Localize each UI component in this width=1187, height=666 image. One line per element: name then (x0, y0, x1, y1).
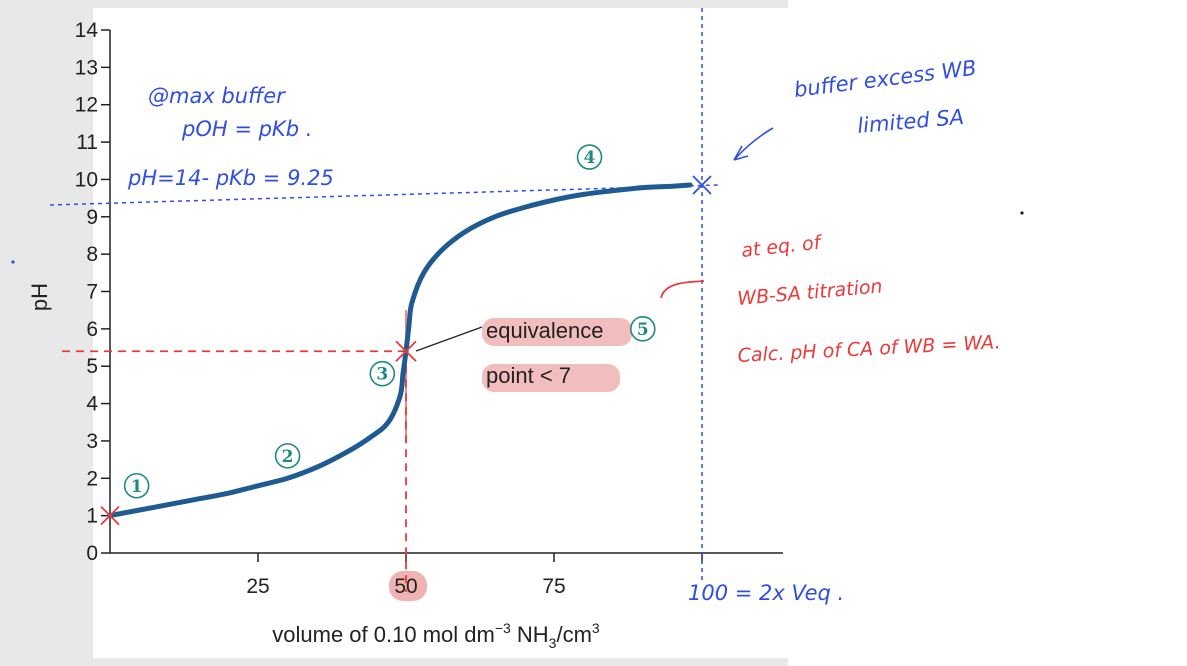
stage-marker-5: 5 (637, 320, 649, 340)
plot-area-panel (93, 8, 788, 658)
y-tick-label: 1 (86, 505, 98, 528)
x-axis-title-tail: NH (511, 622, 549, 647)
highlight-50 (389, 571, 427, 601)
note-arrow-blue (733, 127, 774, 161)
y-tick-label: 7 (86, 281, 98, 304)
cross-markers (100, 175, 712, 526)
stage-marker-circle (629, 316, 656, 342)
y-tick-label: 9 (86, 206, 98, 229)
stage-marker-circle (576, 144, 603, 170)
stage-markers: 1 2 3 4 5 (123, 144, 656, 499)
highlight-equivalence (482, 318, 632, 346)
x-axis-title-unit-sup: 3 (592, 620, 600, 636)
y-tick-label: 13 (75, 56, 98, 79)
x-axis-title: volume of 0.10 mol dm−3 NH3/cm3 (272, 620, 600, 651)
stage-marker-4: 4 (584, 148, 596, 168)
y-axis-title: pH (27, 283, 52, 311)
x-axis-title-unit: /cm (556, 622, 591, 647)
equivalence-label-line1: equivalence (486, 318, 603, 343)
note-2veq: 100 = 2x Veq . (688, 581, 844, 605)
x-axis-title-main: volume of 0.10 mol dm (272, 622, 495, 647)
y-tick-label: 4 (86, 393, 98, 416)
note-ph-925: pH=14- pKb = 9.25 (127, 166, 334, 190)
stage-marker-2: 2 (282, 447, 294, 467)
highlight-point (482, 364, 620, 392)
stray-dot-2 (11, 260, 15, 264)
x-tick-label: 25 (246, 575, 269, 598)
note-bracket-red (660, 280, 705, 299)
highlighter-marks (389, 318, 632, 601)
note-limited-sa: limited SA (856, 105, 965, 138)
note-max-buffer: @max buffer (148, 84, 286, 108)
y-tick-label: 12 (75, 94, 98, 117)
y-tick-label: 3 (86, 430, 98, 453)
cross-equivalence (395, 340, 417, 362)
stage-marker-circle (123, 472, 150, 499)
note-poh-pkb: pOH = pKb . (181, 117, 312, 141)
y-tick-label: 5 (86, 355, 98, 378)
cross-start (100, 506, 120, 526)
y-tick-label: 8 (86, 243, 98, 266)
x-axis-title-sup: −3 (495, 620, 511, 636)
y-tick-label: 6 (86, 318, 98, 341)
y-tick-label: 2 (86, 467, 98, 490)
cross-2veq (692, 175, 712, 195)
y-tick-label: 0 (86, 542, 98, 565)
stage-marker-circle (274, 443, 301, 469)
y-tick-label: 10 (75, 168, 98, 191)
equivalence-pointer (415, 326, 483, 352)
x-tick-label: 75 (542, 575, 565, 598)
y-tick-label: 14 (75, 19, 99, 42)
stage-marker-1: 1 (131, 477, 143, 497)
y-tick-label: 11 (76, 131, 98, 154)
stage-marker-circle (369, 360, 396, 387)
x-tick-label: 50 (394, 575, 417, 598)
stray-dot-1 (1020, 211, 1024, 215)
stage-marker-3: 3 (376, 365, 388, 385)
equivalence-label-line2: point < 7 (486, 363, 571, 388)
x-axis-title-sub: 3 (549, 635, 557, 651)
note-buffer-excess: buffer excess WB (793, 56, 978, 102)
